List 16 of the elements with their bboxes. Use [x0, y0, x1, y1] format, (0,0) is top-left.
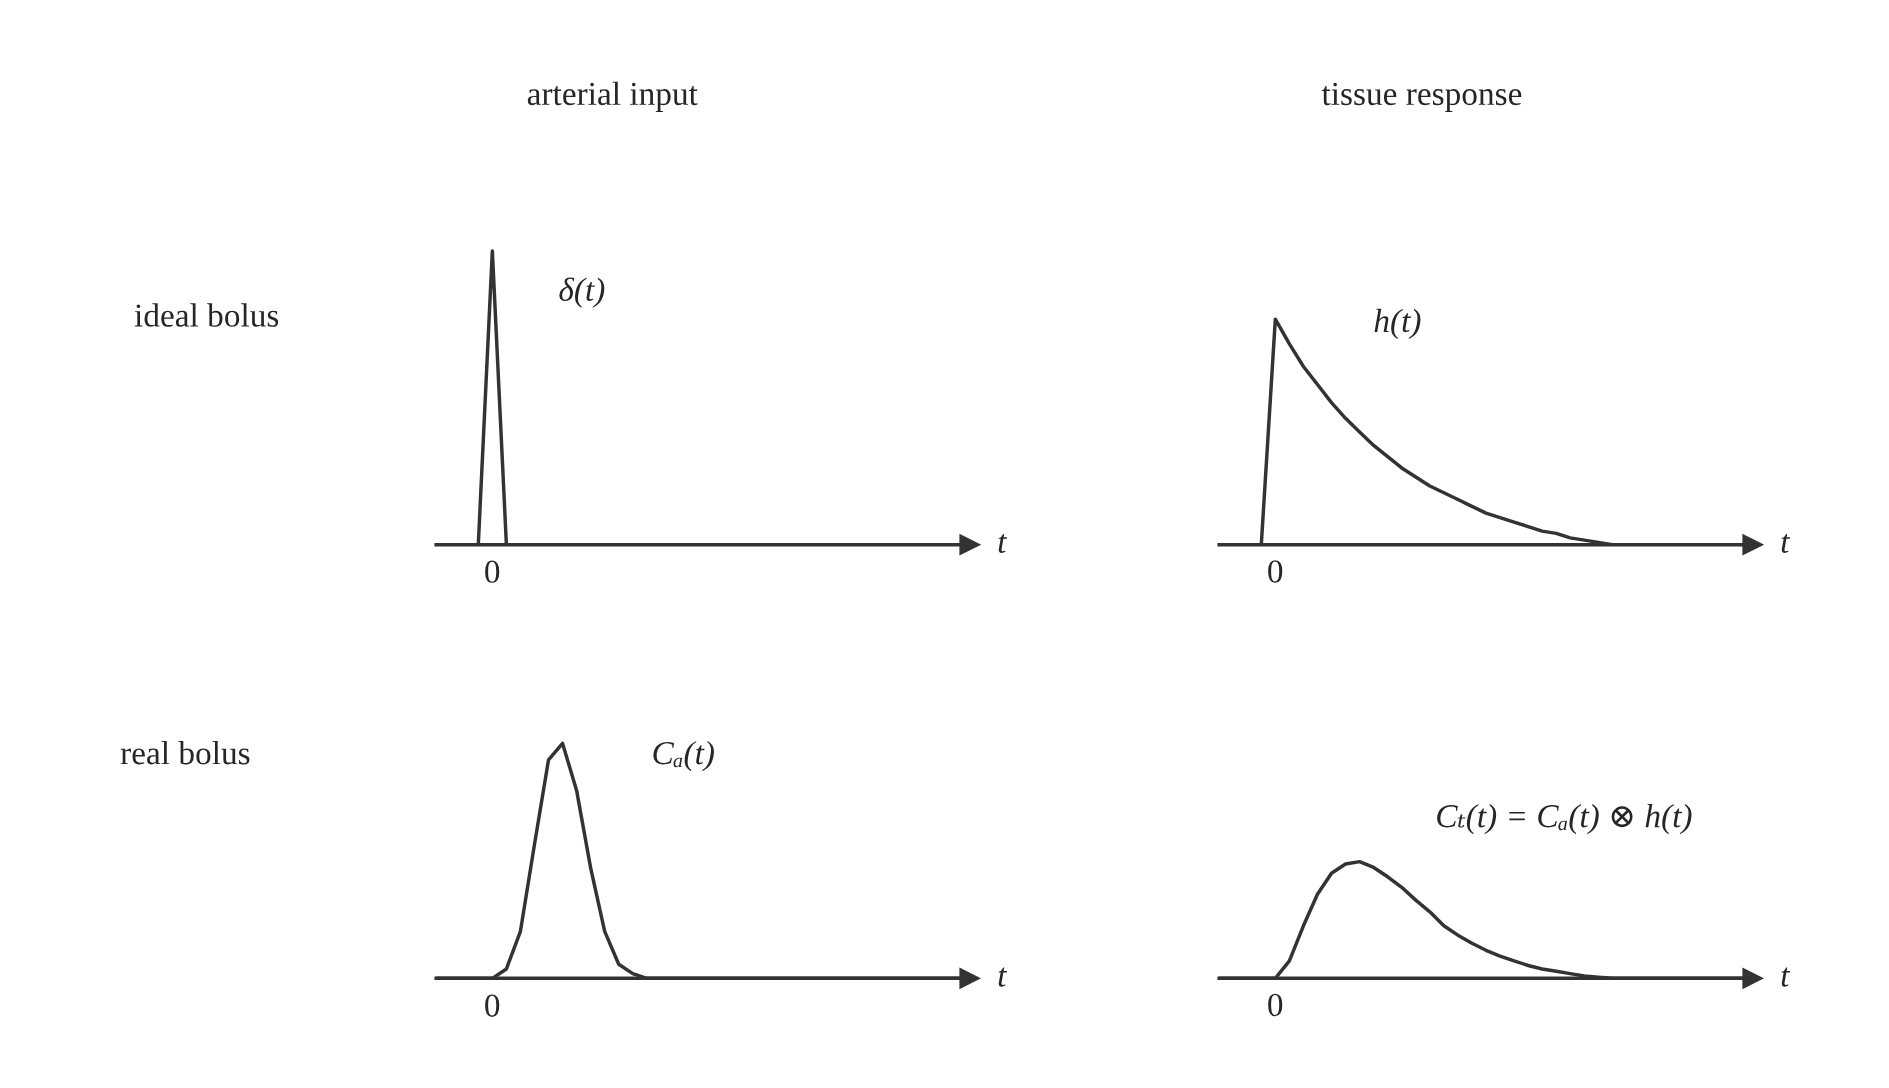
annotation: δ(t): [559, 277, 605, 308]
x-axis-title: t: [1781, 533, 1791, 553]
annotation: h(t): [1374, 308, 1421, 339]
y-axis-title: real bolus: [120, 740, 250, 765]
text: 0: [1268, 993, 1283, 1017]
text: 0: [485, 560, 500, 584]
annotation: Cₐ(t): [653, 740, 714, 772]
text: 0: [1268, 560, 1283, 583]
x-axis-title: t: [998, 967, 1008, 987]
x-axis-title: t: [998, 533, 1008, 553]
text: 0: [485, 994, 500, 1017]
text: Cₜ(t) = Cₐ(t) ⊗ h(t): [1437, 804, 1692, 835]
y-axis-title: ideal bolus: [134, 303, 279, 327]
chart-title: arterial input: [527, 81, 698, 112]
x-axis-title: t: [1781, 967, 1791, 987]
chart-title: tissue response: [1321, 82, 1522, 112]
